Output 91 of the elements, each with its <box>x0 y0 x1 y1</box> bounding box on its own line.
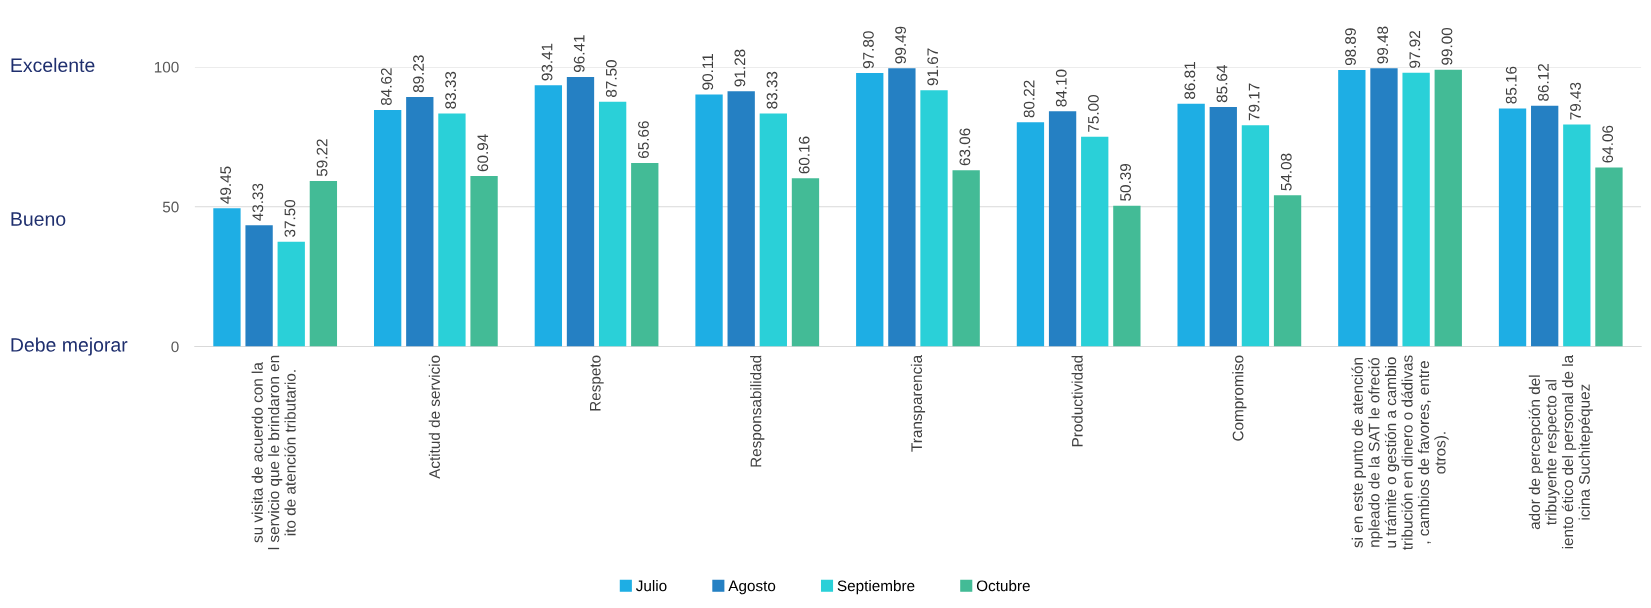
x-tick-label: ador de percepción del tribuyente respecto al iento ético del personal de la icina Suchitepéquez <box>1528 354 1593 549</box>
x-tick-label: Transparencia <box>910 354 926 452</box>
text: 91.28 <box>734 49 746 87</box>
text: 97.92 <box>1409 31 1421 68</box>
text: 64.06 <box>1602 125 1614 163</box>
bar <box>856 73 884 347</box>
legend-label: Septiembre <box>837 580 915 595</box>
text: 99.49 <box>895 26 906 64</box>
legend-label: Octubre <box>976 580 1030 592</box>
bar <box>888 68 916 347</box>
bar <box>791 178 820 347</box>
bar <box>470 176 498 347</box>
text: 86.81 <box>1184 62 1196 99</box>
text: 87.50 <box>605 60 617 98</box>
x-tick-label: Productividad <box>1071 355 1083 447</box>
bar <box>309 180 338 347</box>
legend-label: Julio <box>635 580 667 592</box>
text: 83.33 <box>766 71 778 109</box>
bar <box>1273 195 1302 347</box>
text: 98.89 <box>1345 28 1356 66</box>
bar <box>1048 111 1077 347</box>
bar <box>1016 122 1045 347</box>
bar <box>1434 69 1462 347</box>
bar <box>952 170 980 347</box>
text: Debe mejorar <box>11 337 128 356</box>
bar <box>631 162 659 347</box>
bar <box>1498 108 1527 347</box>
bar <box>1209 107 1237 347</box>
bar <box>1177 103 1205 347</box>
bar <box>534 85 563 347</box>
text: 60.94 <box>477 134 489 172</box>
text: 99.48 <box>1377 26 1389 64</box>
bar <box>245 225 273 347</box>
x-tick-label: Actitud de servicio <box>428 355 440 479</box>
bar <box>1113 205 1141 347</box>
bar <box>277 241 305 347</box>
text: 86.12 <box>1537 64 1549 101</box>
x-tick-label: Respeto <box>590 355 604 411</box>
text: 50.39 <box>1120 163 1131 201</box>
y-tick-label: 50 <box>162 201 179 213</box>
text: 63.06 <box>959 128 971 166</box>
text: 75.00 <box>1088 95 1099 132</box>
bar <box>374 109 402 347</box>
bar <box>598 101 627 347</box>
text: 90.11 <box>702 54 714 90</box>
bar <box>438 113 466 347</box>
bar <box>1402 72 1430 347</box>
text: 85.64 <box>1216 65 1228 103</box>
bar <box>759 113 787 347</box>
y-tick-label: 0 <box>171 341 179 353</box>
text: 85.16 <box>1505 66 1517 104</box>
bar <box>1595 167 1623 347</box>
text: 93.41 <box>541 43 553 81</box>
text: 84.62 <box>380 68 392 106</box>
bar <box>1563 124 1591 347</box>
text: 54.08 <box>1280 153 1292 191</box>
text: 49.45 <box>220 166 232 204</box>
bar <box>727 91 755 347</box>
text: 96.41 <box>573 35 585 73</box>
y-tick-label: 100 <box>154 61 179 73</box>
legend-label: Agosto <box>728 580 776 595</box>
text: 43.33 <box>252 183 264 221</box>
bar <box>1081 136 1109 347</box>
text: 60.16 <box>798 136 810 174</box>
bar <box>1531 105 1559 347</box>
text: 79.43 <box>1570 82 1581 120</box>
text: 65.66 <box>638 121 649 158</box>
text: 80.22 <box>1023 80 1035 118</box>
text: 89.23 <box>413 55 424 93</box>
x-tick-label: Responsabilidad <box>750 355 765 467</box>
text: 79.17 <box>1248 83 1260 121</box>
bar <box>213 208 241 347</box>
bar <box>406 97 434 347</box>
text: 59.22 <box>316 139 328 177</box>
bar <box>1370 68 1398 347</box>
text: 37.50 <box>284 199 296 237</box>
text: Excelente <box>11 57 95 73</box>
text: 99.00 <box>1441 27 1453 65</box>
text: 91.67 <box>927 48 939 86</box>
text: 97.80 <box>863 31 874 69</box>
x-tick-label: si en este punto de atención npleado de la SAT le ofreció u trámite o gestión a cambio tribución en dinero o dádivas , cambios de favores, entre otros). <box>1351 355 1449 550</box>
bar <box>566 76 595 347</box>
text: 83.33 <box>445 71 457 109</box>
bar <box>1241 125 1270 347</box>
x-tick-label: Compromiso <box>1232 355 1247 441</box>
bar <box>1338 69 1366 347</box>
text: 84.10 <box>1055 69 1067 107</box>
bar <box>920 90 948 347</box>
text: Bueno <box>11 212 66 226</box>
bar <box>695 94 723 347</box>
x-tick-label: su visita de acuerdo con la l servicio que le brindaron en ito de atención tributario. <box>251 355 296 550</box>
